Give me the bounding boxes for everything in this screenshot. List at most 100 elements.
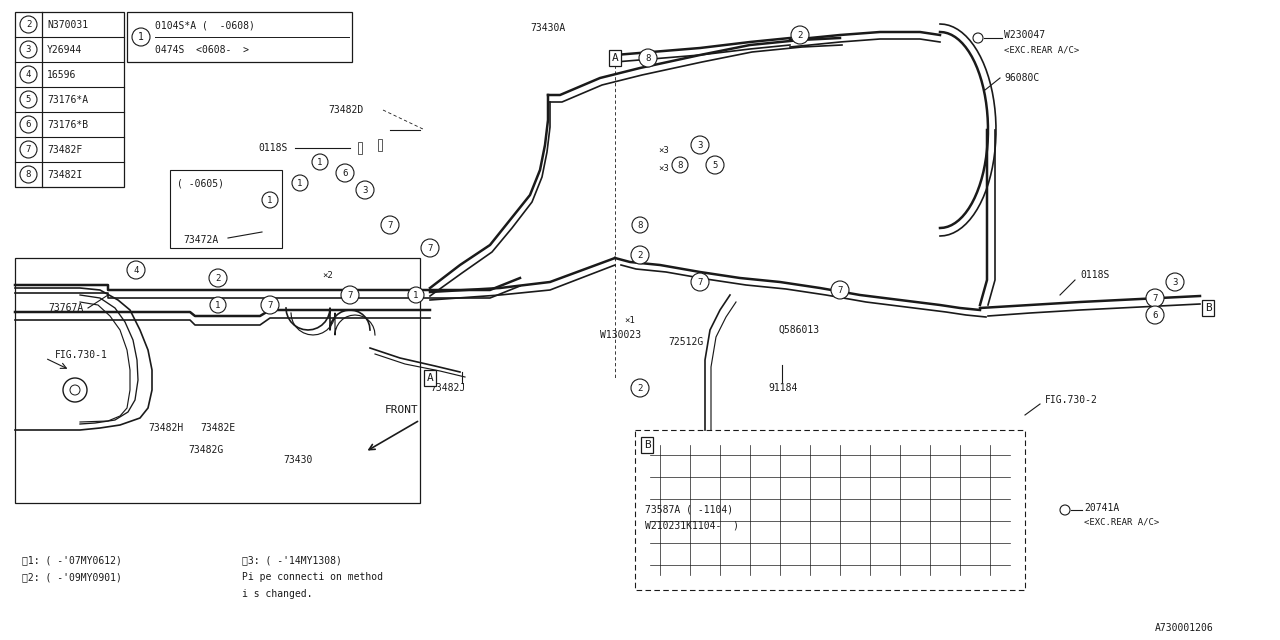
Text: 91184: 91184 bbox=[768, 383, 797, 393]
Text: W210231K1104-  ): W210231K1104- ) bbox=[645, 520, 739, 530]
Text: A: A bbox=[612, 53, 618, 63]
Circle shape bbox=[707, 156, 724, 174]
Text: 73482G: 73482G bbox=[188, 445, 223, 455]
Text: 72512G: 72512G bbox=[668, 337, 703, 347]
Text: 6: 6 bbox=[342, 168, 348, 177]
Circle shape bbox=[340, 286, 358, 304]
Text: 0104S*A (  -0608): 0104S*A ( -0608) bbox=[155, 20, 255, 30]
Text: 7: 7 bbox=[837, 285, 842, 294]
Bar bbox=[127, 12, 352, 62]
Text: 1: 1 bbox=[138, 32, 143, 42]
Text: 7: 7 bbox=[347, 291, 353, 300]
Text: <EXC.REAR A/C>: <EXC.REAR A/C> bbox=[1004, 45, 1079, 54]
Text: 16596: 16596 bbox=[47, 70, 77, 79]
Circle shape bbox=[20, 66, 37, 83]
Text: 7: 7 bbox=[428, 243, 433, 253]
Circle shape bbox=[639, 49, 657, 67]
Text: 2: 2 bbox=[637, 250, 643, 259]
Text: 7: 7 bbox=[1152, 294, 1157, 303]
Circle shape bbox=[408, 287, 424, 303]
Circle shape bbox=[973, 33, 983, 43]
Text: 8: 8 bbox=[677, 161, 682, 170]
Circle shape bbox=[1060, 505, 1070, 515]
Text: 2: 2 bbox=[797, 31, 803, 40]
Text: 7: 7 bbox=[698, 278, 703, 287]
Text: 96080C: 96080C bbox=[1004, 73, 1039, 83]
Text: Y26944: Y26944 bbox=[47, 45, 82, 54]
Text: ※1: ( -'07MY0612): ※1: ( -'07MY0612) bbox=[22, 555, 122, 565]
Circle shape bbox=[831, 281, 849, 299]
Bar bbox=[170, 170, 282, 248]
Text: 73482D: 73482D bbox=[328, 105, 364, 115]
Circle shape bbox=[209, 269, 227, 287]
Text: W230047: W230047 bbox=[1004, 30, 1046, 40]
Text: A730001206: A730001206 bbox=[1155, 623, 1213, 633]
Text: i s changed.: i s changed. bbox=[242, 589, 312, 599]
Circle shape bbox=[20, 16, 37, 33]
Circle shape bbox=[261, 296, 279, 314]
Circle shape bbox=[262, 192, 278, 208]
Text: 0474S  <0608-  >: 0474S <0608- > bbox=[155, 45, 250, 55]
Text: 73482J: 73482J bbox=[430, 383, 465, 393]
Text: 3: 3 bbox=[1172, 278, 1178, 287]
Text: 0118S: 0118S bbox=[259, 143, 288, 153]
Text: 73767A: 73767A bbox=[49, 303, 83, 313]
Text: ( -0605): ( -0605) bbox=[177, 178, 224, 188]
Bar bbox=[378, 139, 381, 151]
Text: 73472A: 73472A bbox=[183, 235, 219, 245]
Text: 73430A: 73430A bbox=[530, 23, 566, 33]
Circle shape bbox=[20, 91, 37, 108]
Text: 2: 2 bbox=[215, 273, 220, 282]
Circle shape bbox=[632, 217, 648, 233]
Bar bbox=[635, 430, 1025, 590]
Bar bbox=[15, 12, 124, 187]
Circle shape bbox=[381, 216, 399, 234]
Text: 7: 7 bbox=[388, 221, 393, 230]
Text: 73587A ( -1104): 73587A ( -1104) bbox=[645, 505, 733, 515]
Circle shape bbox=[20, 41, 37, 58]
Circle shape bbox=[292, 175, 308, 191]
Text: 3: 3 bbox=[362, 186, 367, 195]
Circle shape bbox=[127, 261, 145, 279]
Text: 4: 4 bbox=[133, 266, 138, 275]
Text: 8: 8 bbox=[637, 221, 643, 230]
Text: <EXC.REAR A/C>: <EXC.REAR A/C> bbox=[1084, 518, 1160, 527]
Text: 73482E: 73482E bbox=[200, 423, 236, 433]
Circle shape bbox=[63, 378, 87, 402]
Circle shape bbox=[1146, 289, 1164, 307]
Text: FRONT: FRONT bbox=[385, 405, 419, 415]
Text: Q586013: Q586013 bbox=[778, 325, 819, 335]
Text: B: B bbox=[1204, 303, 1211, 313]
Text: 73482F: 73482F bbox=[47, 145, 82, 154]
Text: FIG.730-2: FIG.730-2 bbox=[1044, 395, 1098, 405]
Text: 6: 6 bbox=[26, 120, 31, 129]
Text: 73176*B: 73176*B bbox=[47, 120, 88, 129]
Text: 1: 1 bbox=[268, 195, 273, 205]
Text: 73430: 73430 bbox=[283, 455, 312, 465]
Circle shape bbox=[1146, 306, 1164, 324]
Circle shape bbox=[631, 246, 649, 264]
Circle shape bbox=[20, 116, 37, 133]
Circle shape bbox=[691, 136, 709, 154]
Circle shape bbox=[70, 385, 81, 395]
Text: 7: 7 bbox=[268, 301, 273, 310]
Text: W130023: W130023 bbox=[600, 330, 641, 340]
Text: 7: 7 bbox=[26, 145, 31, 154]
Text: 8: 8 bbox=[26, 170, 31, 179]
Text: ※3: ( -'14MY1308): ※3: ( -'14MY1308) bbox=[242, 555, 342, 565]
Text: N370031: N370031 bbox=[47, 19, 88, 29]
Circle shape bbox=[20, 141, 37, 158]
Text: 1: 1 bbox=[297, 179, 302, 188]
Text: 73176*A: 73176*A bbox=[47, 95, 88, 104]
Text: ※2: ( -'09MY0901): ※2: ( -'09MY0901) bbox=[22, 572, 122, 582]
Circle shape bbox=[312, 154, 328, 170]
Text: ×3: ×3 bbox=[658, 163, 668, 173]
Text: 4: 4 bbox=[26, 70, 31, 79]
Text: A: A bbox=[426, 373, 434, 383]
Text: 6: 6 bbox=[1152, 310, 1157, 319]
Bar bbox=[358, 142, 362, 154]
Circle shape bbox=[672, 157, 689, 173]
Text: 2: 2 bbox=[26, 20, 31, 29]
Text: Pi pe connecti on method: Pi pe connecti on method bbox=[242, 572, 383, 582]
Bar bbox=[15, 258, 420, 503]
